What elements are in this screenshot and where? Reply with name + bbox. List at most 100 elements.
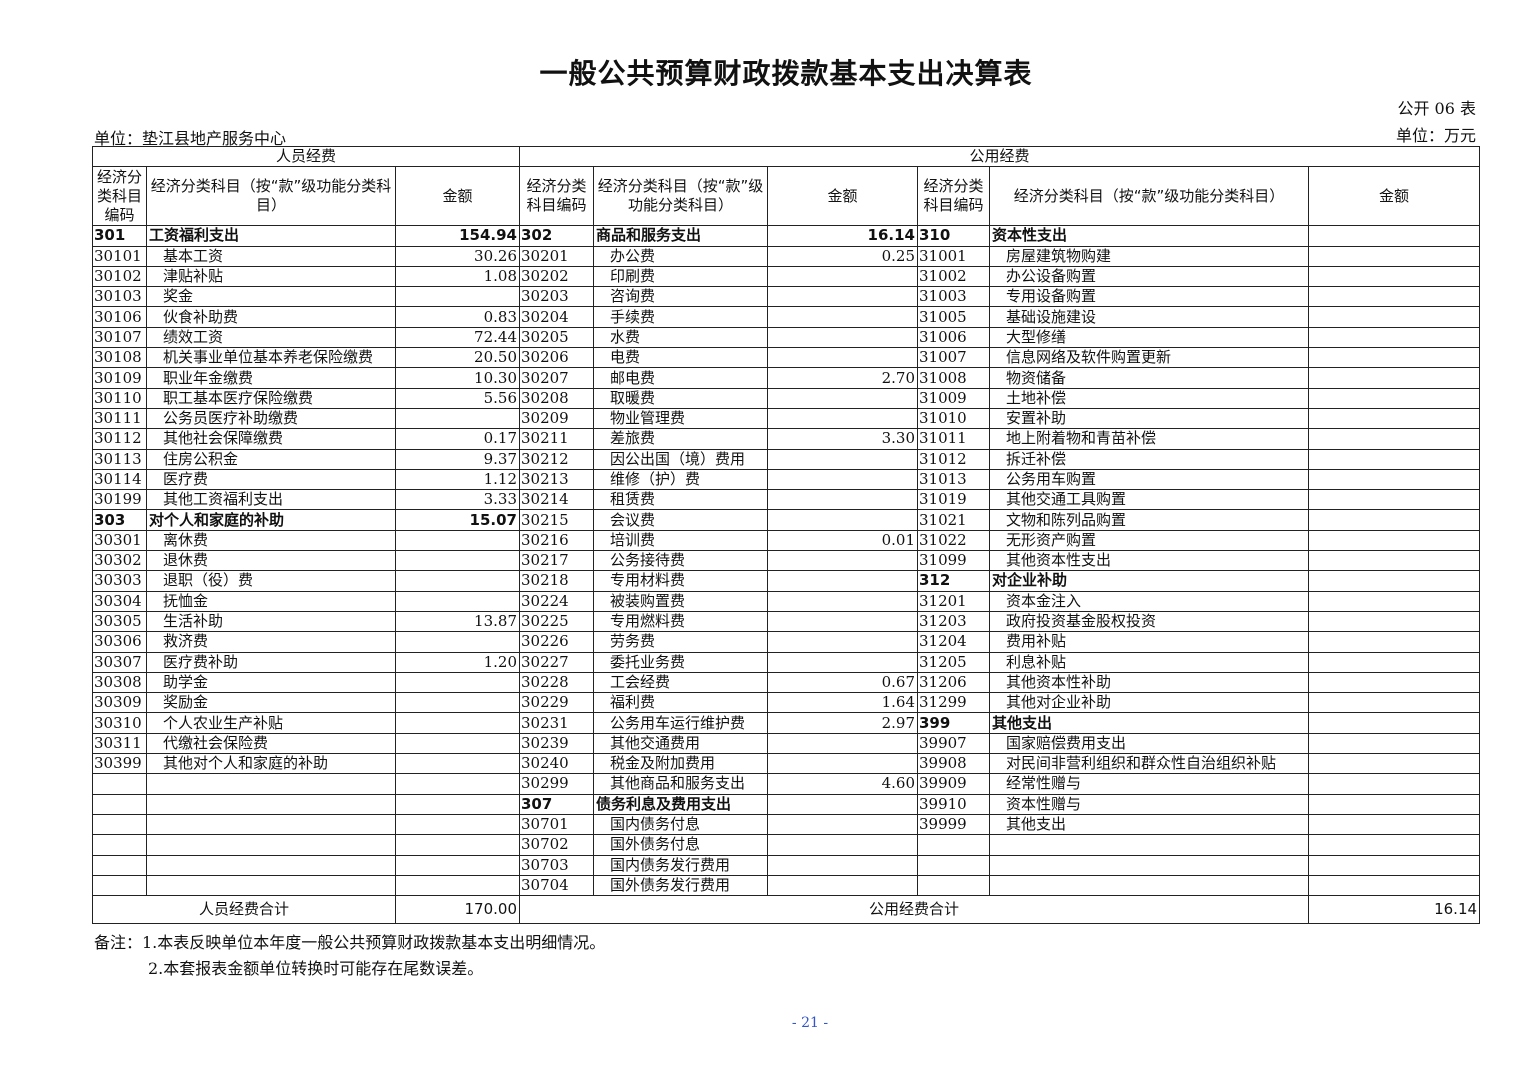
table-row: 30702 国外债务付息 (92, 834, 1481, 856)
item-code: 30703 (519, 854, 594, 876)
table-row: 30112 其他社会保障缴费 0.17 30211 差旅费 3.30 31011 地上附着物和… (92, 428, 1481, 450)
item-name (989, 874, 1309, 897)
item-name (146, 773, 396, 795)
table-row: 30101 基本工资 30.26 30201 办公费 0.25 31001 房屋建筑物购建 (92, 245, 1481, 267)
item-amount (1307, 793, 1481, 815)
item-name: 其他支出 (989, 813, 1309, 836)
item-name (146, 874, 396, 897)
table-row: 30308 助学金 30228 工会经费 0.67 31206 其他资本性补助 (92, 671, 1481, 694)
item-amount: 3.33 (395, 489, 520, 511)
table-row: 307 债务利息及费用支出 39910 资本性赠与 (92, 793, 1481, 815)
item-code: 30209 (519, 407, 594, 430)
item-amount (1307, 265, 1481, 288)
notes: 备注：1.本表反映单位本年度一般公共预算财政拨款基本支出明细情况。 2.本套报表… (94, 930, 605, 982)
item-amount (1307, 712, 1481, 734)
item-name: 医疗费 (146, 468, 396, 491)
item-name: 取暖费 (593, 387, 768, 409)
unit-organization: 单位：垫江县地产服务中心 (94, 129, 287, 148)
table-row: 30309 奖励金 30229 福利费 1.64 31299 其他对企业补助 (92, 692, 1481, 714)
item-amount (767, 509, 918, 531)
item-code: 30106 (92, 306, 147, 328)
item-amount: 1.64 (767, 692, 918, 714)
item-code: 31019 (917, 489, 990, 511)
item-amount (1307, 631, 1481, 653)
item-code: 303 (92, 509, 147, 531)
page-number: - 21 - (791, 1015, 829, 1031)
item-name: 政府投资基金股权投资 (989, 610, 1309, 633)
note-2: 2.本套报表金额单位转换时可能存在尾数误差。 (148, 959, 484, 978)
item-amount (767, 265, 918, 288)
unit-currency: 单位：万元 (1395, 126, 1476, 145)
item-code: 30108 (92, 347, 147, 369)
item-amount (1307, 813, 1481, 836)
table-row: 30109 职业年金缴费 10.30 30207 邮电费 2.70 31008 物资储备 (92, 367, 1481, 389)
table-row: 30108 机关事业单位基本养老保险缴费 20.50 30206 电费 31007 信息网络… (92, 347, 1481, 369)
item-name (146, 813, 396, 836)
item-code: 30239 (519, 732, 594, 755)
item-name: 资本性支出 (989, 225, 1309, 247)
item-amount (767, 610, 918, 633)
item-code: 30240 (519, 753, 594, 775)
item-amount (767, 550, 918, 572)
item-amount (1307, 468, 1481, 491)
item-code: 31204 (917, 631, 990, 653)
item-name: 其他工资福利支出 (146, 489, 396, 511)
item-name: 医疗费补助 (146, 651, 396, 673)
item-code: 39907 (917, 732, 990, 755)
table-row: 30103 奖金 30203 咨询费 31003 专用设备购置 (92, 286, 1481, 308)
item-name: 其他交通工具购置 (989, 489, 1309, 511)
header-code: 经济分类科目编码 (92, 166, 147, 227)
item-code: 30226 (519, 631, 594, 653)
item-amount (1307, 753, 1481, 775)
item-code: 301 (92, 225, 147, 247)
item-name: 福利费 (593, 692, 768, 714)
header-amount: 金额 (1307, 166, 1481, 227)
item-amount (395, 773, 520, 795)
item-name: 专用设备购置 (989, 286, 1309, 308)
item-amount (1307, 225, 1481, 247)
item-amount: 0.01 (767, 529, 918, 552)
item-name: 对民间非营利组织和群众性自治组织补贴 (989, 753, 1309, 775)
item-code: 31005 (917, 306, 990, 328)
item-name (989, 854, 1309, 876)
item-amount (395, 529, 520, 552)
table-row: 30304 抚恤金 30224 被装购置费 31201 资本金注入 (92, 590, 1481, 612)
table-row: 30102 津贴补贴 1.08 30202 印刷费 31002 办公设备购置 (92, 265, 1481, 288)
personnel-total-value: 170.00 (395, 895, 520, 925)
table-row: 30113 住房公积金 9.37 30212 因公出国（境）费用 31012 拆迁补偿 (92, 448, 1481, 470)
item-amount: 2.70 (767, 367, 918, 389)
table-row: 30114 医疗费 1.12 30213 维修（护）费 31013 公务用车购置 (92, 468, 1481, 491)
item-code: 31201 (917, 590, 990, 612)
item-code: 31205 (917, 651, 990, 673)
item-amount (767, 306, 918, 328)
item-name: 印刷费 (593, 265, 768, 288)
item-name: 地上附着物和青苗补偿 (989, 428, 1309, 450)
item-amount (1307, 286, 1481, 308)
item-name: 助学金 (146, 671, 396, 694)
item-code: 31003 (917, 286, 990, 308)
item-amount (1307, 529, 1481, 552)
item-code: 31013 (917, 468, 990, 491)
item-amount (767, 834, 918, 856)
item-amount (1307, 570, 1481, 592)
item-name: 基础设施建设 (989, 306, 1309, 328)
item-code: 30299 (519, 773, 594, 795)
item-name: 因公出国（境）费用 (593, 448, 768, 470)
item-amount (1307, 387, 1481, 409)
header-code: 经济分类科目编码 (519, 166, 594, 227)
item-code: 30211 (519, 428, 594, 450)
item-amount (1307, 773, 1481, 795)
item-code: 30112 (92, 428, 147, 450)
item-amount (767, 651, 918, 673)
item-name (146, 793, 396, 815)
item-name: 伙食补助费 (146, 306, 396, 328)
item-amount (1307, 590, 1481, 612)
item-amount (767, 753, 918, 775)
item-name: 国内债务发行费用 (593, 854, 768, 876)
item-code: 30202 (519, 265, 594, 288)
item-amount (395, 753, 520, 775)
item-amount (1307, 347, 1481, 369)
item-name: 国内债务付息 (593, 813, 768, 836)
item-name: 房屋建筑物购建 (989, 245, 1309, 267)
item-code: 31021 (917, 509, 990, 531)
